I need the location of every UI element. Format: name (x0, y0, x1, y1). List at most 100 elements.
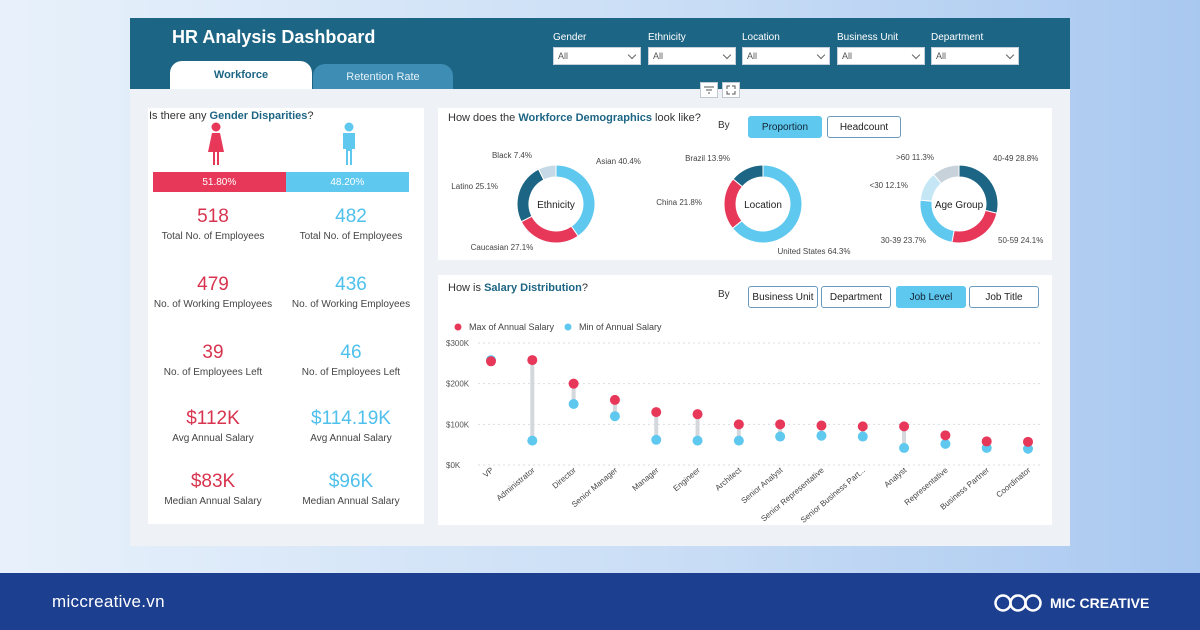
job-level-toggle[interactable]: Job Level (896, 286, 966, 308)
donut-slice-label: Asian 40.4% (596, 157, 641, 166)
male-median-salary: $96K Median Annual Salary (302, 471, 400, 507)
donut-slice[interactable] (932, 164, 960, 185)
donut-slice-label: United States 64.3% (778, 247, 851, 256)
chevron-down-icon (816, 50, 826, 60)
max-salary-point[interactable] (609, 394, 620, 405)
salary-dumbbell-chart: Max of Annual Salary Min of Annual Salary… (446, 322, 1042, 525)
min-salary-point[interactable] (940, 438, 951, 449)
max-salary-point[interactable] (486, 356, 496, 367)
donut-slice[interactable] (516, 168, 545, 223)
donut-slice[interactable] (732, 164, 764, 188)
max-salary-point[interactable] (816, 420, 827, 431)
donut-slice-label: 40-49 28.8% (993, 154, 1038, 163)
min-salary-point[interactable] (527, 435, 538, 446)
hr-dashboard: HR Analysis Dashboard Workforce Retentio… (130, 18, 1070, 546)
legend-marker (454, 323, 462, 331)
tab-workforce[interactable]: Workforce (170, 61, 312, 89)
by-label: By (718, 289, 730, 300)
filter-label: Department (931, 32, 984, 43)
max-salary-point[interactable] (568, 378, 579, 389)
min-salary-point[interactable] (733, 435, 744, 446)
x-tick-label: Senior Analyst (739, 465, 785, 505)
gender-dropdown[interactable]: All (553, 47, 641, 65)
y-tick-label: $300K (446, 339, 470, 348)
gender-question: Is there any Gender Disparities? (149, 110, 314, 122)
y-tick-label: $100K (446, 420, 470, 429)
filter-business-unit: Business Unit All (837, 32, 925, 65)
male-working-employees: 436 No. of Working Employees (291, 274, 411, 310)
filter-ethnicity: Ethnicity All (648, 32, 736, 65)
donut-center-label: Age Group (935, 200, 984, 211)
footer-site-link[interactable]: miccreative.vn (52, 592, 165, 611)
y-tick-label: $0K (446, 461, 461, 470)
female-icon (208, 122, 224, 165)
department-dropdown[interactable]: All (931, 47, 1019, 65)
min-salary-point[interactable] (1023, 443, 1033, 454)
x-tick-label: VP (481, 466, 495, 480)
max-salary-point[interactable] (527, 355, 538, 366)
location-dropdown[interactable]: All (742, 47, 830, 65)
min-salary-point[interactable] (899, 442, 910, 453)
min-salary-point[interactable] (651, 434, 662, 445)
donut-slice-label: 50-59 24.1% (998, 236, 1043, 245)
donut-slice-label: Black 7.4% (492, 151, 532, 160)
female-total-employees: 518 Total No. of Employees (161, 206, 265, 242)
donut-center-label: Ethnicity (537, 200, 575, 211)
mic-creative-logo-icon (994, 594, 1042, 612)
male-avg-salary: $114.19K Avg Annual Salary (310, 408, 392, 444)
demographics-question: How does the Workforce Demographics look… (448, 112, 701, 124)
salary-question: How is Salary Distribution? (448, 282, 588, 294)
min-salary-point[interactable] (816, 430, 827, 441)
donut-slice[interactable] (520, 215, 579, 244)
business-unit-dropdown[interactable]: All (837, 47, 925, 65)
female-working-employees: 479 No. of Working Employees (153, 274, 273, 310)
ethnicity-dropdown[interactable]: All (648, 47, 736, 65)
chevron-down-icon (627, 50, 637, 60)
donut-slice-label: Latino 25.1% (451, 182, 498, 191)
donut-slice[interactable] (731, 164, 803, 244)
dashboard-header: HR Analysis Dashboard Workforce Retentio… (130, 18, 1070, 89)
female-share-bar: 51.80% (153, 172, 286, 192)
filter-gender: Gender All (553, 32, 641, 65)
filter-label: Gender (553, 32, 587, 43)
max-salary-point[interactable] (981, 436, 992, 447)
filter-label: Business Unit (837, 32, 899, 43)
business-unit-toggle[interactable]: Business Unit (748, 286, 818, 308)
max-salary-point[interactable] (651, 407, 662, 418)
max-salary-point[interactable] (775, 419, 786, 430)
x-tick-label: Engineer (672, 465, 703, 493)
donut-slice[interactable] (951, 209, 998, 244)
max-salary-point[interactable] (940, 430, 951, 441)
department-toggle[interactable]: Department (821, 286, 891, 308)
max-salary-point[interactable] (857, 421, 868, 432)
proportion-toggle[interactable]: Proportion (748, 116, 822, 138)
min-salary-point[interactable] (568, 399, 579, 409)
tab-retention-rate[interactable]: Retention Rate (313, 64, 453, 89)
headcount-toggle[interactable]: Headcount (827, 116, 901, 138)
chevron-down-icon (1005, 50, 1015, 60)
gender-split-bar: 51.80% 48.20% (153, 172, 409, 192)
max-salary-point[interactable] (1023, 436, 1033, 447)
min-salary-point[interactable] (857, 431, 868, 442)
dashboard-title: HR Analysis Dashboard (172, 27, 376, 47)
job-title-toggle[interactable]: Job Title (969, 286, 1039, 308)
min-salary-point[interactable] (775, 431, 786, 442)
gender-disparities-panel: Is there any Gender Disparities? 51.80% … (148, 108, 424, 524)
max-salary-point[interactable] (733, 419, 744, 430)
legend-label: Max of Annual Salary (469, 322, 555, 332)
chevron-down-icon (911, 50, 921, 60)
min-salary-point[interactable] (609, 411, 620, 422)
donut-slice[interactable] (723, 178, 744, 229)
filter-icon[interactable] (700, 82, 718, 98)
x-tick-label: Administrator (495, 465, 537, 502)
filter-department: Department All (931, 32, 1019, 65)
filter-label: Location (742, 32, 780, 43)
expand-icon[interactable] (722, 82, 740, 98)
page-footer: miccreative.vn MIC CREATIVE (0, 573, 1200, 630)
chevron-down-icon (722, 50, 732, 60)
max-salary-point[interactable] (692, 409, 703, 420)
donut-slice[interactable] (537, 164, 557, 181)
min-salary-point[interactable] (692, 435, 703, 446)
max-salary-point[interactable] (899, 421, 910, 432)
donut-slice-label: Caucasian 27.1% (471, 243, 534, 252)
